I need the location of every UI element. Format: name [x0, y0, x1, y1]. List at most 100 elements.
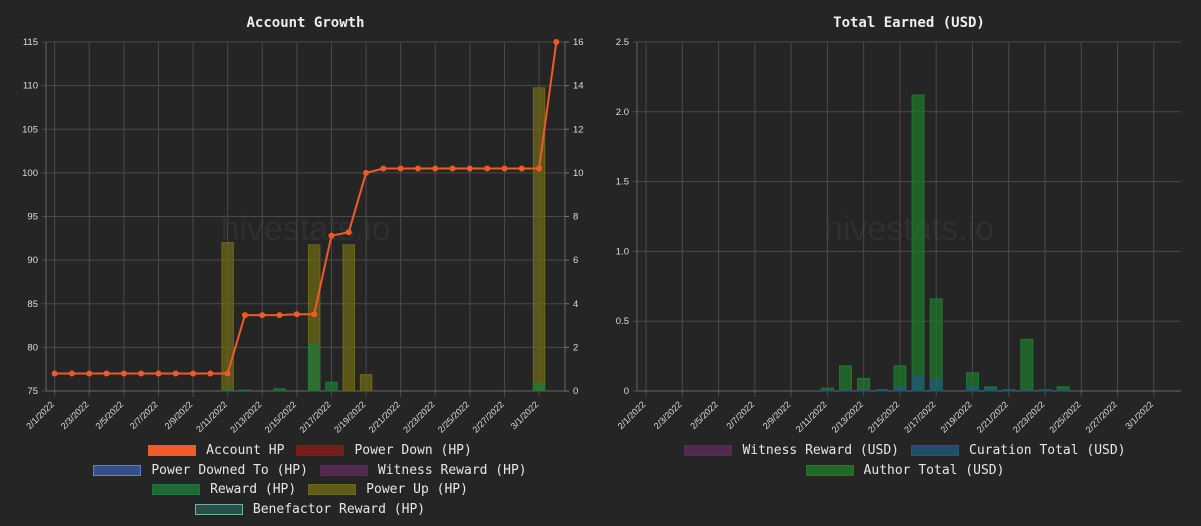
account-growth-point: [432, 165, 439, 172]
total-earned-bar-curation-total-usd: [929, 379, 943, 392]
total-earned-xtick-label: 2/1/2022: [616, 399, 648, 431]
total-earned-xtick-label: 2/13/2022: [830, 399, 865, 434]
legend-swatch: [194, 503, 243, 515]
account-growth-point: [120, 370, 127, 377]
total-earned-xtick-label: 2/19/2022: [938, 399, 973, 434]
legend-item-reward-hp[interactable]: Reward (HP): [152, 482, 296, 497]
account-growth-bar-reward-hp: [532, 382, 546, 392]
account-growth-point: [293, 311, 300, 318]
account-growth-legend: Account HP Power Down (HP) Power Downed To…: [0, 443, 600, 523]
account-growth-xtick-label: 2/23/2022: [401, 399, 436, 434]
legend-label: Account HP: [206, 443, 285, 458]
legend-item-power-up-hp[interactable]: Power Up (HP): [308, 482, 468, 497]
legend-swatch: [911, 445, 959, 456]
total-earned-xtick-label: 2/21/2022: [975, 399, 1010, 434]
total-earned-ytick-label: 0.5: [616, 316, 629, 327]
total-earned-xtick-label: 2/15/2022: [866, 399, 901, 434]
account-growth-point: [155, 370, 162, 377]
account-growth-point: [207, 370, 214, 377]
legend-swatch: [148, 445, 197, 456]
total-earned-bar-author-total-usd: [1020, 338, 1034, 392]
account-growth-ytick-right-label: 10: [573, 168, 584, 179]
total-earned-bar-curation-total-usd: [857, 389, 871, 392]
account-growth-xtick-label: 2/27/2022: [470, 399, 505, 434]
account-growth-bar-power-up-hp: [359, 374, 373, 392]
account-growth-ytick-label: 100: [22, 168, 38, 179]
total-earned-ytick-label: 1.5: [616, 177, 629, 188]
account-growth-point: [466, 165, 473, 172]
legend-item-power-down-hp[interactable]: Power Down (HP): [296, 443, 472, 458]
total-earned-bar-curation-total-usd: [1002, 389, 1016, 392]
account-growth-point: [241, 312, 248, 319]
account-growth-point: [501, 165, 508, 172]
account-growth-xtick-label: 2/3/2022: [59, 399, 91, 431]
total-earned-xtick-label: 2/5/2022: [688, 399, 720, 431]
legend-label: Curation Total (USD): [969, 443, 1126, 458]
legend-label: Reward (HP): [210, 482, 297, 497]
total-earned-ytick-label: 2.5: [616, 37, 629, 48]
account-growth-point: [484, 165, 491, 172]
legend-label: Witness Reward (HP): [377, 462, 527, 478]
legend-swatch: [805, 464, 854, 476]
account-growth-ytick-label: 110: [23, 81, 38, 92]
total-earned-title: Total Earned (USD): [833, 15, 985, 31]
account-growth-ytick-label: 90: [27, 255, 38, 266]
account-growth-xtick-label: 2/5/2022: [93, 399, 125, 431]
legend-item-witness-reward-hp[interactable]: Witness Reward (HP): [319, 462, 527, 478]
legend-item-account-hp[interactable]: Account HP: [148, 443, 284, 458]
total-earned-xtick-label: 2/9/2022: [761, 399, 793, 431]
account-growth-ytick-right-label: 12: [573, 124, 584, 135]
legend-item-author-total-usd[interactable]: Author Total (USD): [805, 463, 1004, 478]
account-growth-xtick-label: 3/1/2022: [509, 399, 541, 431]
account-growth-point: [172, 370, 179, 377]
account-growth-xtick-label: 2/9/2022: [163, 399, 195, 431]
legend-label: Witness Reward (USD): [742, 443, 899, 458]
total-earned-xtick-label: 3/1/2022: [1123, 399, 1155, 431]
total-earned-bar-curation-total-usd: [1056, 389, 1070, 392]
account-growth-ytick-label: 105: [22, 124, 38, 135]
account-growth-ytick-label: 75: [27, 386, 38, 397]
total-earned-ytick-label: 0: [624, 386, 629, 397]
total-earned-ytick-label: 2.0: [616, 107, 629, 118]
account-growth-xtick-label: 2/1/2022: [24, 399, 56, 431]
legend-swatch: [319, 464, 368, 476]
account-growth-ytick-label: 80: [27, 342, 38, 353]
account-growth-point: [328, 232, 335, 239]
legend-item-power-downed-to-hp[interactable]: Power Downed To (HP): [93, 463, 308, 478]
total-earned-bar-curation-total-usd: [984, 387, 998, 392]
account-growth-point: [103, 370, 110, 377]
legend-label: Benefactor Reward (HP): [252, 501, 426, 517]
account-growth-point: [51, 370, 58, 377]
account-growth-xtick-label: 2/19/2022: [332, 399, 367, 434]
legend-row: Witness Reward (USD) Curation Total (USD): [600, 443, 1201, 458]
account-growth-ytick-right-label: 8: [573, 212, 578, 223]
account-growth-ytick-right-label: 6: [573, 255, 578, 266]
legend-label: Power Downed To (HP): [151, 462, 308, 478]
total-earned-xtick-label: 2/23/2022: [1011, 399, 1046, 434]
account-growth-point: [190, 370, 197, 377]
account-growth-point: [363, 169, 370, 176]
account-growth-xtick-label: 2/7/2022: [128, 399, 160, 431]
account-growth-ytick-right-label: 0: [573, 386, 578, 397]
account-growth-point: [311, 311, 318, 318]
total-earned-bar-author-total-usd: [893, 365, 907, 392]
account-growth-point: [138, 370, 145, 377]
legend-item-curation-total-usd[interactable]: Curation Total (USD): [911, 443, 1126, 458]
total-earned-legend: Witness Reward (USD) Curation Total (USD)…: [600, 443, 1201, 483]
total-earned-bar-curation-total-usd: [1020, 389, 1034, 392]
total-earned-xtick-label: 2/17/2022: [902, 399, 937, 434]
account-growth-point: [345, 229, 352, 236]
legend-row: Power Downed To (HP) Witness Reward (HP): [0, 463, 620, 478]
total-earned-chart: Total Earned (USD) hivestats.io 0 0.5 1.0 1.5…: [616, 15, 1181, 435]
legend-row: Account HP Power Down (HP): [0, 443, 620, 458]
account-growth-bar-power-up-hp: [342, 244, 355, 392]
legend-item-witness-reward-usd[interactable]: Witness Reward (USD): [684, 443, 899, 458]
total-earned-xtick-label: 2/7/2022: [724, 399, 756, 431]
legend-item-benefactor-reward-hp[interactable]: Benefactor Reward (HP): [194, 501, 426, 517]
account-growth-bar-reward-hp: [307, 343, 321, 392]
account-growth-ytick-right-label: 14: [573, 81, 584, 92]
account-growth-point: [380, 165, 387, 172]
legend-swatch: [684, 445, 733, 456]
total-earned-bar-curation-total-usd: [911, 375, 925, 392]
legend-row: Benefactor Reward (HP): [0, 502, 620, 517]
